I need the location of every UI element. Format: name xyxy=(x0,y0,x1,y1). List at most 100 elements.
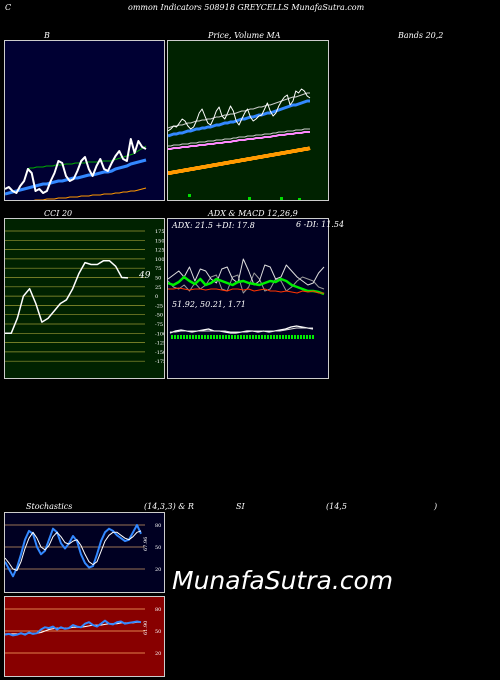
macd-histogram-bar xyxy=(207,335,209,339)
bb-middle-band xyxy=(5,158,147,196)
macd-histogram-bar xyxy=(303,335,305,339)
cci-tick-label: 100 xyxy=(155,257,165,263)
macd-histogram-bar xyxy=(186,335,188,339)
stoch-params: (14,3,3) & R xyxy=(144,502,194,511)
rsi-ma-line xyxy=(5,621,141,635)
macd-histogram-bar xyxy=(291,335,293,339)
cci-label: CCI 20 xyxy=(44,209,73,218)
cci-tick-label: -150 xyxy=(155,350,165,356)
macd-histogram-bar xyxy=(228,335,230,339)
ma-long-line xyxy=(168,146,311,175)
rsi-panel: 80 50 20 61.90 xyxy=(4,596,165,677)
macd-histogram-bar xyxy=(252,335,254,339)
rsi-line xyxy=(5,619,142,637)
stochastics-chart: 80 50 20 67.96 xyxy=(5,523,161,578)
macd-histogram-bar xyxy=(267,335,269,339)
macd-histogram-bar xyxy=(276,335,278,339)
macd-histogram-bar xyxy=(231,335,233,339)
macd-histogram-bar xyxy=(258,335,260,339)
macd-histogram-bar xyxy=(279,335,281,339)
macd-histogram-bar xyxy=(210,335,212,339)
plus-di-line xyxy=(168,258,325,286)
macd-histogram-bar xyxy=(213,335,215,339)
macd-histogram-bar xyxy=(285,335,287,339)
bb-price-line xyxy=(5,138,147,194)
cci-tick-label: 75 xyxy=(155,266,161,272)
macd-histogram-bar xyxy=(309,335,311,339)
ma-text: MA xyxy=(263,31,281,40)
macd-histogram-bar xyxy=(219,335,221,339)
macd-histogram-bar xyxy=(282,335,284,339)
cci-tick-label: -125 xyxy=(155,341,165,347)
rsi-tick-label: 20 xyxy=(155,651,161,657)
macd-histogram-bar xyxy=(183,335,185,339)
rsi-label: SI xyxy=(236,502,245,511)
macd-histogram-bar xyxy=(222,335,224,339)
price-ma-chart xyxy=(168,88,311,200)
volume-bar xyxy=(188,194,191,197)
macd-histogram-bar xyxy=(174,335,176,339)
macd-histogram-bar xyxy=(177,335,179,339)
ma-mid-shadow xyxy=(168,128,310,147)
macd-histogram-bar xyxy=(312,335,314,339)
volume-text: Volume xyxy=(234,31,264,40)
macd-histogram-bar xyxy=(306,335,308,339)
watermark: MunafaSutra.com xyxy=(172,566,394,595)
macd-histogram-bar xyxy=(264,335,266,339)
macd-histogram-bar xyxy=(294,335,296,339)
cci-tick-label: 50 xyxy=(155,276,161,282)
macd-histogram-bar xyxy=(171,335,173,339)
bollinger-panel xyxy=(4,40,165,201)
macd-histogram-bar xyxy=(189,335,191,339)
rsi-params: (14,5 xyxy=(326,502,347,511)
cci-tick-label: 0 xyxy=(155,294,158,300)
macd-histogram-bar xyxy=(249,335,251,339)
ma-short-line xyxy=(168,99,310,138)
rsi-value: 61.90 xyxy=(143,621,149,635)
volume-bar xyxy=(248,197,251,200)
macd-histogram-bar xyxy=(216,335,218,339)
macd-histogram-bar xyxy=(243,335,245,339)
cci-tick-label: -100 xyxy=(155,331,165,337)
rsi-tick-label: 50 xyxy=(155,629,161,635)
stochastics-panel: 80 50 20 67.96 xyxy=(4,512,165,593)
ma-mid-line xyxy=(168,131,310,150)
cci-chart: 175 150 125 100 75 50 25 0 -25 -50 -75 -100 -125 -150… xyxy=(5,229,165,365)
adx-macd-label: ADX & MACD 12,26,9 xyxy=(208,209,298,218)
macd-histogram-bar xyxy=(237,335,239,339)
cci-value: 49 xyxy=(139,271,151,281)
macd-histogram-bar xyxy=(192,335,194,339)
bollinger-chart xyxy=(5,138,147,200)
volume-bar xyxy=(280,197,283,200)
bb-left-label: B xyxy=(44,31,50,40)
ma-short-shadow xyxy=(168,92,310,129)
stoch-tick-label: 20 xyxy=(155,567,161,573)
stoch-d-line xyxy=(5,530,142,571)
macd-histogram-bar xyxy=(234,335,236,339)
macd-histogram-bar xyxy=(297,335,299,339)
rsi-close: ) xyxy=(434,502,438,511)
macd-histogram-bar xyxy=(255,335,257,339)
cci-tick-label: -25 xyxy=(155,303,163,309)
macd-histogram-bar xyxy=(300,335,302,339)
adx-ref-line xyxy=(168,287,324,294)
page-title: ommon Indicators 508918 GREYCELLS Munafa… xyxy=(128,3,365,12)
macd-histogram-bar xyxy=(270,335,272,339)
rsi-chart: 80 50 20 61.90 xyxy=(5,607,161,657)
cci-tick-label: 175 xyxy=(155,229,165,235)
cci-tick-label: -50 xyxy=(155,313,163,319)
price-ma-panel xyxy=(167,40,329,201)
price-text: Price, xyxy=(208,31,235,40)
cci-panel: 175 150 125 100 75 50 25 0 -25 -50 -75 -100 -125 -150… xyxy=(4,218,165,379)
macd-histogram-bar xyxy=(273,335,275,339)
header-letter: C xyxy=(5,3,12,12)
macd-histogram-bar xyxy=(246,335,248,339)
bb-lower-band xyxy=(33,187,147,200)
macd-histogram-bar xyxy=(225,335,227,339)
macd-histogram-bar xyxy=(288,335,290,339)
cci-tick-label: 25 xyxy=(155,285,161,291)
price-line xyxy=(168,88,311,132)
stoch-tick-label: 80 xyxy=(155,523,161,529)
adx-macd-chart xyxy=(168,258,325,339)
macd-histogram-bar xyxy=(240,335,242,339)
